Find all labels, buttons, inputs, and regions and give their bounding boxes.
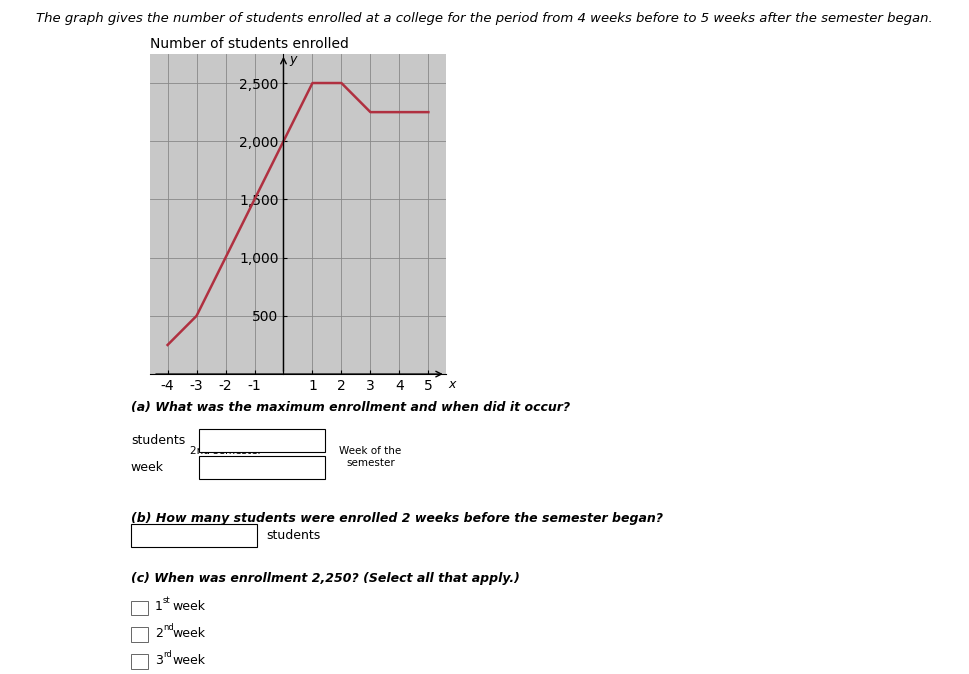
- Text: The graph gives the number of students enrolled at a college for the period from: The graph gives the number of students e…: [36, 12, 933, 25]
- Text: week: week: [172, 627, 205, 640]
- Text: x: x: [448, 378, 455, 391]
- Text: 1: 1: [155, 600, 163, 613]
- Text: week: week: [172, 600, 205, 613]
- Text: Number of students enrolled: Number of students enrolled: [150, 37, 349, 51]
- Text: y: y: [290, 53, 297, 66]
- Text: Week of the
semester: Week of the semester: [339, 446, 401, 468]
- Text: 2nd semester
begins: 2nd semester begins: [190, 446, 262, 468]
- Text: students: students: [266, 529, 321, 543]
- Text: (c) When was enrollment 2,250? (Select all that apply.): (c) When was enrollment 2,250? (Select a…: [131, 572, 519, 584]
- Text: 3: 3: [155, 654, 163, 667]
- Text: nd: nd: [163, 623, 173, 632]
- Text: students: students: [131, 433, 185, 447]
- Text: 2: 2: [155, 627, 163, 640]
- Text: (b) How many students were enrolled 2 weeks before the semester began?: (b) How many students were enrolled 2 we…: [131, 512, 663, 525]
- Text: st: st: [163, 596, 171, 605]
- Text: rd: rd: [163, 650, 172, 659]
- Text: (a) What was the maximum enrollment and when did it occur?: (a) What was the maximum enrollment and …: [131, 401, 570, 414]
- Text: week: week: [131, 460, 164, 474]
- Text: week: week: [172, 654, 205, 667]
